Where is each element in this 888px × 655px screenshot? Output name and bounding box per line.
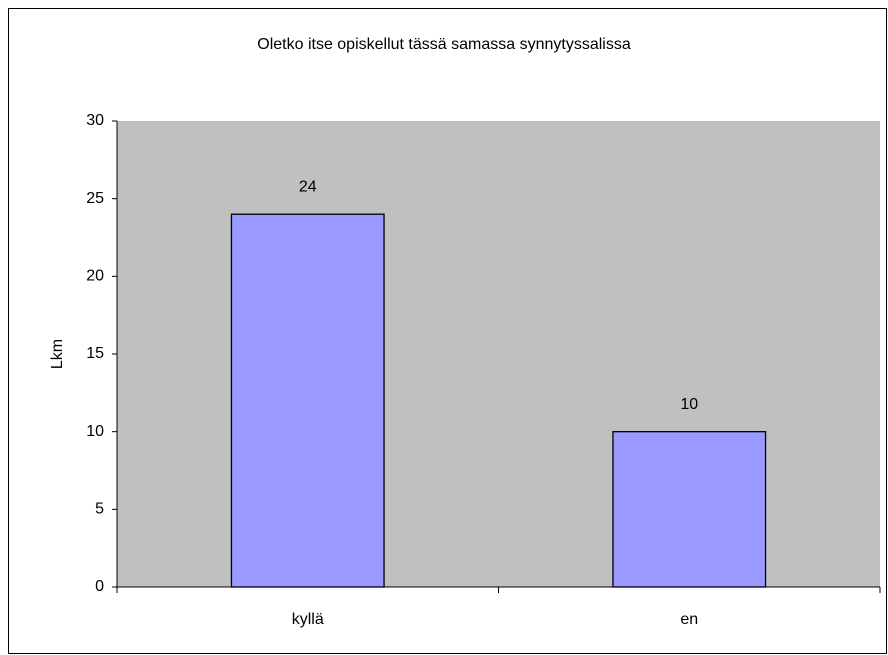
bar [612,431,767,588]
x-tick-label: kyllä [292,611,324,628]
y-tick-label: 25 [86,190,104,207]
data-label: 24 [299,178,317,195]
y-axis-label: Lkm [49,339,66,369]
y-tick-label: 5 [95,501,104,518]
y-tick-label: 20 [86,268,104,285]
y-tick-label: 0 [95,578,104,595]
y-tick-label: 10 [86,423,104,440]
y-tick-label: 15 [86,345,104,362]
chart-title: Oletko itse opiskellut tässä samassa syn… [257,36,631,53]
data-label: 10 [680,396,698,413]
bar [230,213,385,588]
y-tick-label: 30 [86,112,104,129]
x-tick-label: en [680,611,698,628]
